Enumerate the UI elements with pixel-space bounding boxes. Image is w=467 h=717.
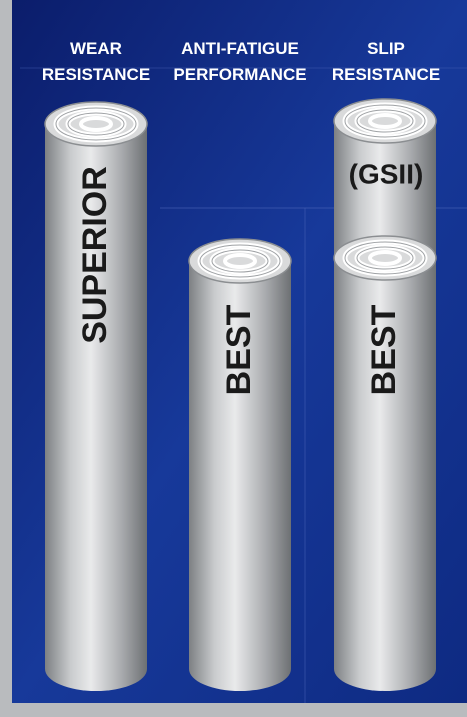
header: ANTI-FATIGUE xyxy=(181,39,299,58)
rating: (GSII) xyxy=(349,158,424,189)
cylinder xyxy=(334,236,436,691)
header: PERFORMANCE xyxy=(173,65,306,84)
header: RESISTANCE xyxy=(332,65,440,84)
header: RESISTANCE xyxy=(42,65,150,84)
rating: BEST xyxy=(365,304,403,395)
cylinder xyxy=(45,102,147,691)
header: SLIP xyxy=(367,39,405,58)
rating: SUPERIOR xyxy=(76,166,114,344)
rating: BEST xyxy=(220,304,258,395)
header: WEAR xyxy=(70,39,122,58)
cylinder xyxy=(189,239,291,691)
